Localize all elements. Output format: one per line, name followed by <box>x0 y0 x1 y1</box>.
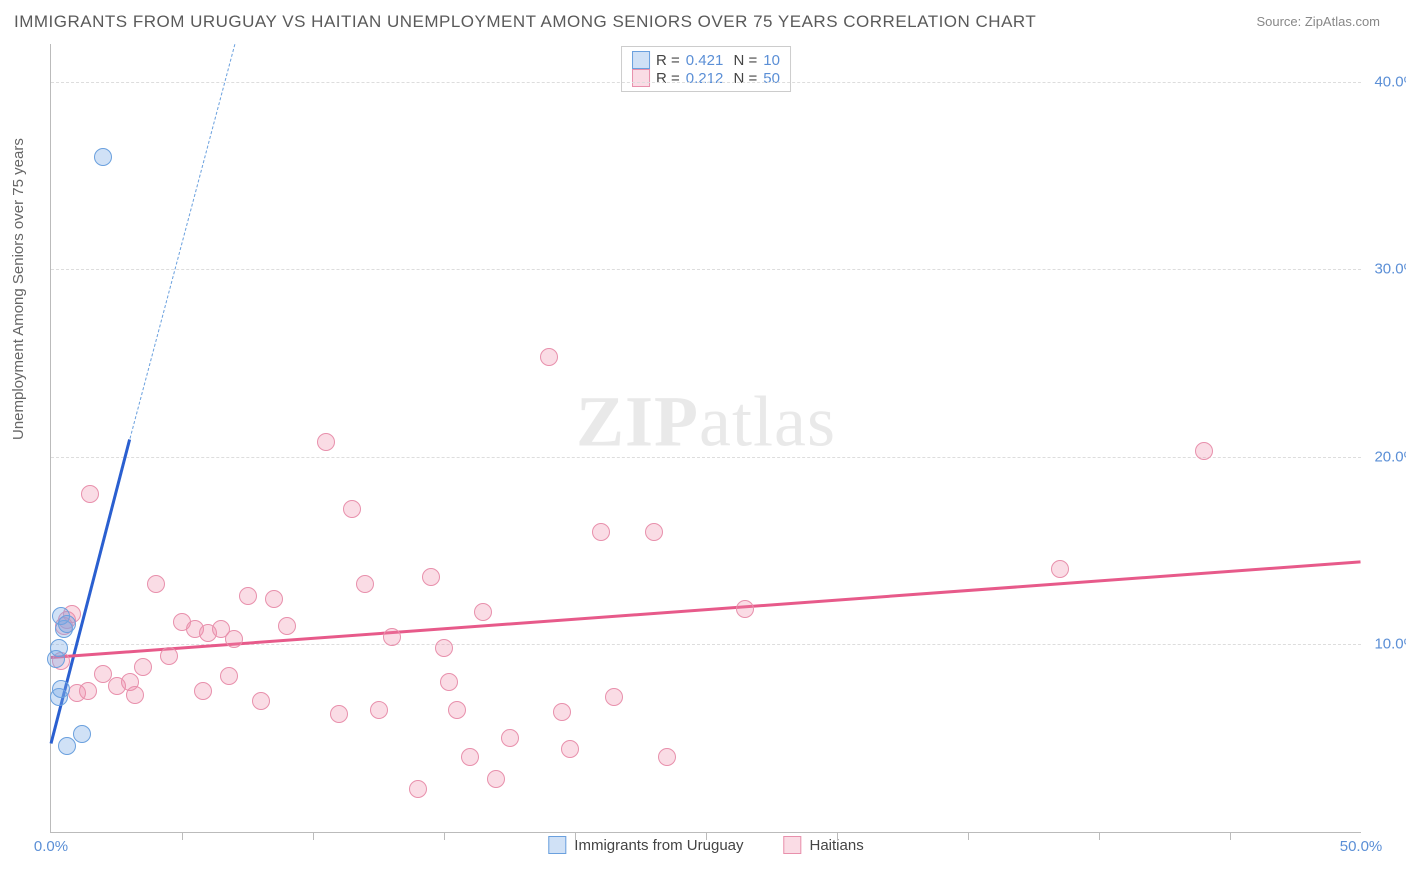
x-tick-mark <box>444 832 445 840</box>
watermark: ZIPatlas <box>576 381 836 464</box>
data-point-haitians <box>422 568 440 586</box>
data-point-haitians <box>409 780 427 798</box>
data-point-haitians <box>239 587 257 605</box>
data-point-haitians <box>1195 442 1213 460</box>
data-point-haitians <box>147 575 165 593</box>
data-point-haitians <box>435 639 453 657</box>
y-tick-label: 10.0% <box>1374 636 1406 653</box>
data-point-haitians <box>356 575 374 593</box>
gridline-h <box>51 82 1361 83</box>
y-tick-label: 40.0% <box>1374 73 1406 90</box>
data-point-haitians <box>330 705 348 723</box>
x-tick-label: 0.0% <box>34 838 68 855</box>
data-point-haitians <box>592 523 610 541</box>
swatch-uruguay-icon <box>548 836 566 854</box>
data-point-haitians <box>134 658 152 676</box>
data-point-uruguay <box>58 615 76 633</box>
legend-row-uruguay: R =0.421 N =10 <box>632 51 780 69</box>
x-tick-mark <box>575 832 576 840</box>
data-point-haitians <box>160 647 178 665</box>
data-point-haitians <box>553 703 571 721</box>
data-point-haitians <box>265 590 283 608</box>
r-uruguay: 0.421 <box>686 52 724 69</box>
data-point-haitians <box>501 729 519 747</box>
swatch-haitians-icon <box>784 836 802 854</box>
y-axis-label: Unemployment Among Seniors over 75 years <box>10 138 27 440</box>
scatter-plot: ZIPatlas R =0.421 N =10 R =0.212 N =50 I… <box>50 44 1361 833</box>
x-tick-mark <box>968 832 969 840</box>
data-point-haitians <box>1051 560 1069 578</box>
x-tick-mark <box>182 832 183 840</box>
swatch-uruguay <box>632 51 650 69</box>
gridline-h <box>51 269 1361 270</box>
data-point-haitians <box>440 673 458 691</box>
data-point-haitians <box>252 692 270 710</box>
data-point-haitians <box>645 523 663 541</box>
x-tick-label: 50.0% <box>1340 838 1383 855</box>
gridline-h <box>51 457 1361 458</box>
x-tick-mark <box>706 832 707 840</box>
data-point-haitians <box>605 688 623 706</box>
data-point-haitians <box>474 603 492 621</box>
data-point-uruguay <box>50 639 68 657</box>
data-point-haitians <box>343 500 361 518</box>
r-haitians: 0.212 <box>686 70 724 87</box>
data-point-haitians <box>540 348 558 366</box>
data-point-haitians <box>220 667 238 685</box>
data-point-haitians <box>736 600 754 618</box>
n-uruguay: 10 <box>763 52 780 69</box>
data-point-haitians <box>126 686 144 704</box>
data-point-uruguay <box>58 737 76 755</box>
data-point-uruguay <box>52 680 70 698</box>
data-point-haitians <box>561 740 579 758</box>
legend-stats: R =0.421 N =10 R =0.212 N =50 <box>621 46 791 92</box>
data-point-haitians <box>461 748 479 766</box>
legend-item-haitians: Haitians <box>784 836 864 854</box>
source-label: Source: ZipAtlas.com <box>1256 14 1380 29</box>
x-tick-mark <box>1230 832 1231 840</box>
x-tick-mark <box>837 832 838 840</box>
y-tick-label: 30.0% <box>1374 261 1406 278</box>
data-point-haitians <box>383 628 401 646</box>
data-point-haitians <box>448 701 466 719</box>
chart-title: IMMIGRANTS FROM URUGUAY VS HAITIAN UNEMP… <box>14 12 1036 32</box>
data-point-haitians <box>81 485 99 503</box>
x-tick-mark <box>1099 832 1100 840</box>
data-point-haitians <box>317 433 335 451</box>
swatch-haitians <box>632 69 650 87</box>
x-tick-mark <box>313 832 314 840</box>
data-point-haitians <box>658 748 676 766</box>
data-point-uruguay <box>94 148 112 166</box>
data-point-haitians <box>370 701 388 719</box>
data-point-haitians <box>194 682 212 700</box>
data-point-haitians <box>225 630 243 648</box>
legend-item-uruguay: Immigrants from Uruguay <box>548 836 743 854</box>
data-point-haitians <box>79 682 97 700</box>
legend-label-uruguay: Immigrants from Uruguay <box>574 837 743 854</box>
data-point-haitians <box>487 770 505 788</box>
trend-line-dashed <box>129 44 235 438</box>
legend-row-haitians: R =0.212 N =50 <box>632 69 780 87</box>
data-point-haitians <box>278 617 296 635</box>
y-tick-label: 20.0% <box>1374 448 1406 465</box>
n-haitians: 50 <box>763 70 780 87</box>
data-point-uruguay <box>73 725 91 743</box>
